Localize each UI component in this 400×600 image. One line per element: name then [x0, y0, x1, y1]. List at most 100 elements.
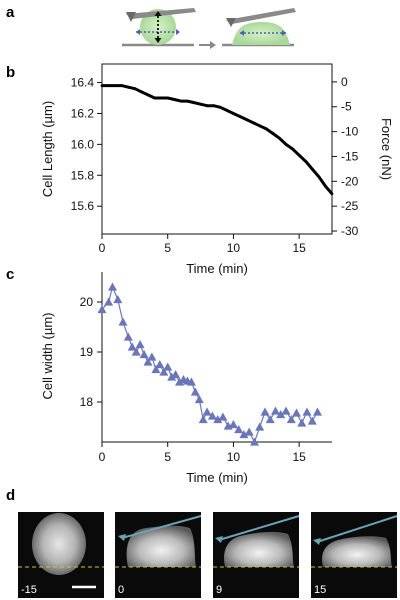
data-point — [205, 104, 209, 108]
data-point-triangle — [292, 408, 301, 417]
x-tick-label: 0 — [99, 450, 106, 464]
time-label: 0 — [118, 584, 124, 596]
time-label: -15 — [21, 584, 37, 596]
panel-letter-b: b — [6, 64, 15, 81]
data-point-triangle — [97, 305, 107, 314]
y-tick-label: 15.8 — [71, 168, 95, 182]
y-tick-label: 18 — [80, 395, 94, 409]
data-point-triangle — [108, 282, 117, 291]
y2-tick-label: 0 — [341, 75, 348, 89]
data-point-triangle — [147, 352, 157, 361]
transition-arrow-icon — [199, 41, 216, 49]
x-tick-label: 5 — [164, 241, 171, 255]
x-tick-label: 10 — [227, 450, 241, 464]
data-point-triangle — [118, 317, 128, 326]
data-point-triangle — [175, 377, 184, 386]
probe-tip-icon — [118, 534, 126, 541]
data-point — [232, 112, 235, 115]
data-point-triangle — [139, 350, 149, 359]
data-point-triangle — [123, 332, 133, 341]
data-point — [271, 132, 275, 135]
panel-letter-d: d — [6, 487, 15, 504]
y-axis-title: Cell Length (µm) — [40, 101, 55, 197]
data-point — [146, 93, 150, 97]
time-label: 9 — [216, 584, 222, 596]
data-point-triangle — [265, 415, 275, 424]
y-tick-label: 15.6 — [71, 199, 95, 213]
data-point — [258, 124, 262, 128]
data-point-triangle — [163, 362, 173, 371]
data-point — [199, 102, 203, 106]
y2-axis-title: Force (nN) — [379, 118, 394, 180]
data-point — [179, 99, 183, 103]
data-point-triangle — [135, 340, 145, 349]
data-point-triangle — [155, 360, 165, 369]
data-point-triangle — [307, 416, 317, 425]
data-point — [159, 96, 163, 100]
time-label: 15 — [314, 584, 326, 596]
data-point-triangle — [194, 395, 204, 404]
cell-round — [140, 9, 176, 45]
x-axis-title: Time (min) — [186, 261, 248, 276]
y-tick-label: 20 — [80, 295, 94, 309]
x-tick-label: 0 — [99, 241, 106, 255]
data-point-triangle — [151, 365, 161, 374]
data-point — [291, 147, 294, 151]
data-point-triangle — [260, 407, 270, 416]
data-point-triangle — [271, 406, 280, 415]
data-point — [238, 115, 242, 118]
data-point — [126, 85, 130, 89]
data-point — [297, 153, 301, 157]
y-tick-label: 19 — [80, 345, 94, 359]
data-point — [212, 104, 216, 108]
data-point-triangle — [127, 342, 137, 351]
cell-image — [322, 536, 392, 567]
y-tick-label: 16.2 — [71, 106, 95, 120]
data-point — [225, 109, 229, 112]
panel-letter-c: c — [6, 266, 14, 283]
data-point-triangle — [171, 370, 181, 379]
data-point-triangle — [190, 387, 200, 396]
y2-tick-label: -20 — [341, 174, 359, 188]
data-point-triangle — [297, 418, 307, 427]
y-axis-title: Cell width (µm) — [40, 313, 55, 400]
data-point-triangle — [202, 407, 212, 416]
y2-tick-label: -30 — [341, 224, 359, 238]
data-point — [330, 192, 334, 196]
data-point-triangle — [167, 372, 177, 381]
y-tick-label: 16.0 — [71, 137, 95, 151]
data-point — [310, 167, 314, 171]
y2-tick-label: -15 — [341, 149, 359, 163]
data-point-triangle — [159, 367, 169, 376]
chart-c-marks: 0 5 10 15 18 19 20 — [80, 282, 322, 464]
schematic-panel-a — [122, 8, 296, 49]
cantilever-tip-icon — [126, 12, 136, 22]
x-tick-label: 5 — [164, 450, 171, 464]
data-point-triangle — [207, 411, 217, 420]
cell-image — [224, 531, 294, 567]
data-point-triangle — [186, 377, 196, 386]
data-point — [251, 121, 255, 125]
panel-letter-a: a — [6, 4, 15, 21]
data-point-triangle — [113, 295, 123, 304]
probe-tip-icon — [215, 536, 223, 543]
cantilever-shape — [126, 8, 196, 19]
data-point-triangle — [198, 415, 208, 424]
micrograph-frame: 15 — [311, 512, 398, 598]
data-point-triangle — [250, 437, 259, 446]
x-axis-title: Time (min) — [186, 470, 248, 485]
probe-line — [316, 515, 398, 543]
x-tick-label: 15 — [292, 241, 306, 255]
schematic-before — [122, 8, 196, 47]
x-tick-label: 15 — [292, 450, 306, 464]
data-point-triangle — [313, 407, 322, 416]
schematic-after — [222, 8, 296, 47]
data-point — [120, 84, 124, 87]
probe-line — [218, 515, 300, 541]
data-point — [133, 87, 137, 91]
data-point — [153, 96, 157, 100]
cell-image — [126, 525, 196, 567]
data-point — [166, 96, 170, 100]
data-point — [100, 84, 104, 87]
cantilever-tip-icon — [226, 18, 236, 27]
